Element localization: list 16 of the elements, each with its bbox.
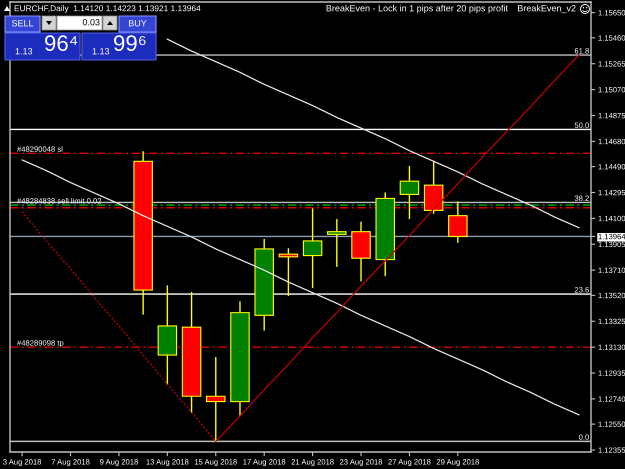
annotation: BreakEven - Lock in 1 pips after 20 pips profit [326,4,508,14]
annotation: SELL [12,20,34,26]
annotation: 1.13 [16,48,32,54]
candlestick [206,357,226,442]
annotation: BreakEven_v2 [518,4,576,14]
annotation: BUY [128,20,147,26]
candlestick [448,201,468,243]
annotation: 99⁶ [114,35,146,51]
candlestick [400,166,420,220]
candlestick [327,219,347,267]
chart-title: EURCHF,Daily 1.14120 1.14223 1.13921 1.13964 [14,5,200,13]
annotation: 1.13 [92,48,110,54]
annotation: 96⁴ [45,35,78,51]
candlestick [302,208,322,288]
candlestick [278,248,298,296]
annotation: 0.03 [82,19,100,26]
